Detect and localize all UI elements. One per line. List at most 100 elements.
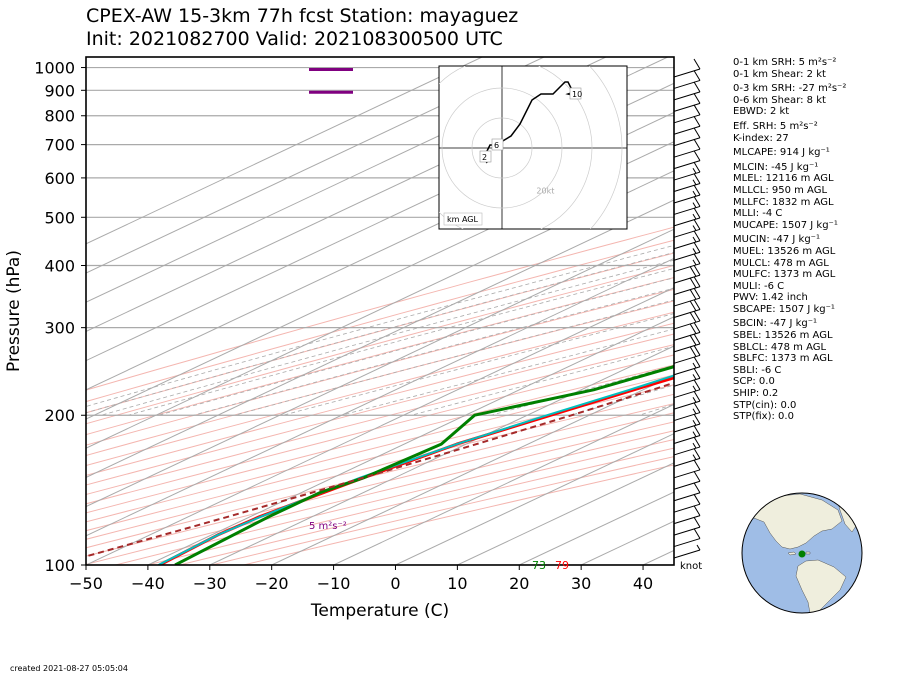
wind-barb	[673, 127, 701, 147]
location-globe	[741, 492, 863, 614]
index-line: SCP: 0.0	[733, 376, 775, 388]
wind-barb	[673, 184, 701, 204]
wind-barb	[673, 104, 701, 124]
wind-barb	[673, 493, 701, 513]
wind-barb	[673, 448, 701, 467]
index-line: MLEL: 12116 m AGL	[733, 173, 834, 185]
index-line: MULFC: 1373 m AGL	[733, 269, 836, 281]
y-tick-label: 700	[44, 136, 75, 155]
wind-barb	[673, 505, 701, 525]
axis-ticks: −50 −40 −30 −20 −10 0 10 20 30 40 100 200 300 400 500 6…	[34, 59, 653, 593]
wind-barb	[673, 356, 701, 376]
index-line: 0-1 km SRH: 5 m²s⁻²	[733, 57, 837, 68]
hodograph-ring	[441, 87, 563, 209]
dry-adiabat	[86, 264, 674, 425]
y-tick-label: 200	[44, 406, 75, 425]
dry-adiabat	[86, 354, 674, 505]
wind-barb	[673, 402, 701, 422]
wind-barb	[673, 345, 701, 364]
hodograph-ring-label: 40kt	[579, 229, 597, 238]
hodograph-ring	[589, 66, 623, 229]
chart-title-line1: CPEX-AW 15-3km 77h fcst Station: mayague…	[86, 5, 519, 27]
wind-barb	[673, 528, 701, 548]
y-tick-label: 500	[44, 208, 75, 227]
x-tick-label: −40	[131, 574, 165, 593]
station-marker	[798, 550, 806, 558]
wind-barb	[673, 299, 701, 318]
wind-barb	[673, 241, 701, 261]
wind-barb	[673, 276, 701, 296]
index-line: MLLCL: 950 m AGL	[733, 184, 828, 196]
index-line: MLCIN: -45 J kg⁻¹	[733, 161, 819, 173]
wind-barb	[673, 70, 701, 89]
y-tick-label: 800	[44, 107, 75, 126]
isotherm	[86, 57, 483, 245]
isotherm	[86, 57, 607, 303]
isotherm	[209, 345, 674, 565]
wind-barb	[673, 138, 701, 158]
index-line: MLCAPE: 914 J kg⁻¹	[733, 147, 830, 159]
dry-adiabat	[86, 322, 674, 476]
hodograph-ring	[471, 117, 533, 179]
isotherm	[271, 374, 674, 565]
index-line: 0-1 km Shear: 2 kt	[733, 68, 826, 80]
isotherm	[147, 316, 674, 565]
wind-barb	[673, 413, 701, 433]
hodograph-km-label: 6	[494, 141, 499, 150]
dry-adiabat	[86, 277, 674, 436]
y-tick-label: 900	[44, 81, 75, 100]
surface-temperature-label: 79	[555, 559, 569, 572]
sounding-indices: 0-1 km SRH: 5 m²s⁻² 0-1 km Shear: 2 kt 0…	[733, 57, 846, 423]
y-tick-label: 1000	[34, 59, 75, 78]
chart-title-line2: Init: 2021082700 Valid: 202108300500 UTC	[86, 28, 503, 50]
wind-barb	[673, 436, 701, 456]
wind-barb	[673, 425, 701, 444]
wind-barb	[673, 322, 701, 341]
surface-dewpoint-label: 73	[532, 559, 546, 572]
wind-barb	[673, 379, 701, 399]
hodograph-km-label: 10	[572, 90, 582, 99]
hodograph-corner-label: km AGL	[447, 215, 479, 224]
x-tick-label: 10	[447, 574, 467, 593]
isotherm	[86, 170, 674, 449]
isotherm	[86, 199, 674, 478]
isotherm	[86, 57, 545, 274]
index-line: STP(fix): 0.0	[733, 411, 794, 423]
dry-adiabat	[86, 333, 674, 486]
dry-adiabat	[86, 344, 674, 496]
index-line: K-index: 27	[733, 132, 789, 144]
wind-barb	[673, 230, 701, 250]
wind-barb	[673, 390, 701, 410]
wind-barb	[673, 516, 701, 536]
wind-barb	[673, 207, 701, 227]
hodograph-ring-label: 80kt	[664, 314, 682, 323]
dry-adiabat	[86, 288, 674, 446]
index-line: SHIP: 0.2	[733, 388, 779, 400]
index-line: SBEL: 13526 m AGL	[733, 330, 833, 342]
index-line: EBWD: 2 kt	[733, 106, 790, 118]
isotherm	[395, 433, 674, 565]
y-tick-label: 100	[44, 556, 75, 575]
index-line: MULCL: 478 m AGL	[733, 257, 829, 269]
x-axis-label: Temperature (C)	[310, 601, 449, 621]
index-line: SBLFC: 1373 m AGL	[733, 353, 833, 365]
wind-barb	[673, 310, 701, 330]
wind-barb	[673, 93, 701, 112]
isotherm	[333, 403, 674, 565]
index-line: SBLI: -6 C	[733, 364, 782, 376]
wind-barb	[673, 161, 701, 181]
isotherm	[86, 287, 674, 565]
created-timestamp: created 2021-08-27 05:05:04	[10, 664, 128, 673]
index-line: MUCAPE: 1507 J kg⁻¹	[733, 219, 838, 231]
globe-north-america	[743, 493, 843, 550]
hodograph-ring	[439, 66, 593, 229]
wind-barb	[673, 116, 701, 135]
index-line: PWV: 1.42 inch	[733, 292, 808, 304]
wind-barb	[673, 219, 701, 238]
index-line: Eff. SRH: 5 m²s⁻²	[733, 120, 818, 132]
isotherm	[86, 228, 674, 508]
index-line: 0-3 km SRH: -27 m²s⁻²	[733, 83, 847, 95]
x-tick-label: −50	[69, 574, 103, 593]
